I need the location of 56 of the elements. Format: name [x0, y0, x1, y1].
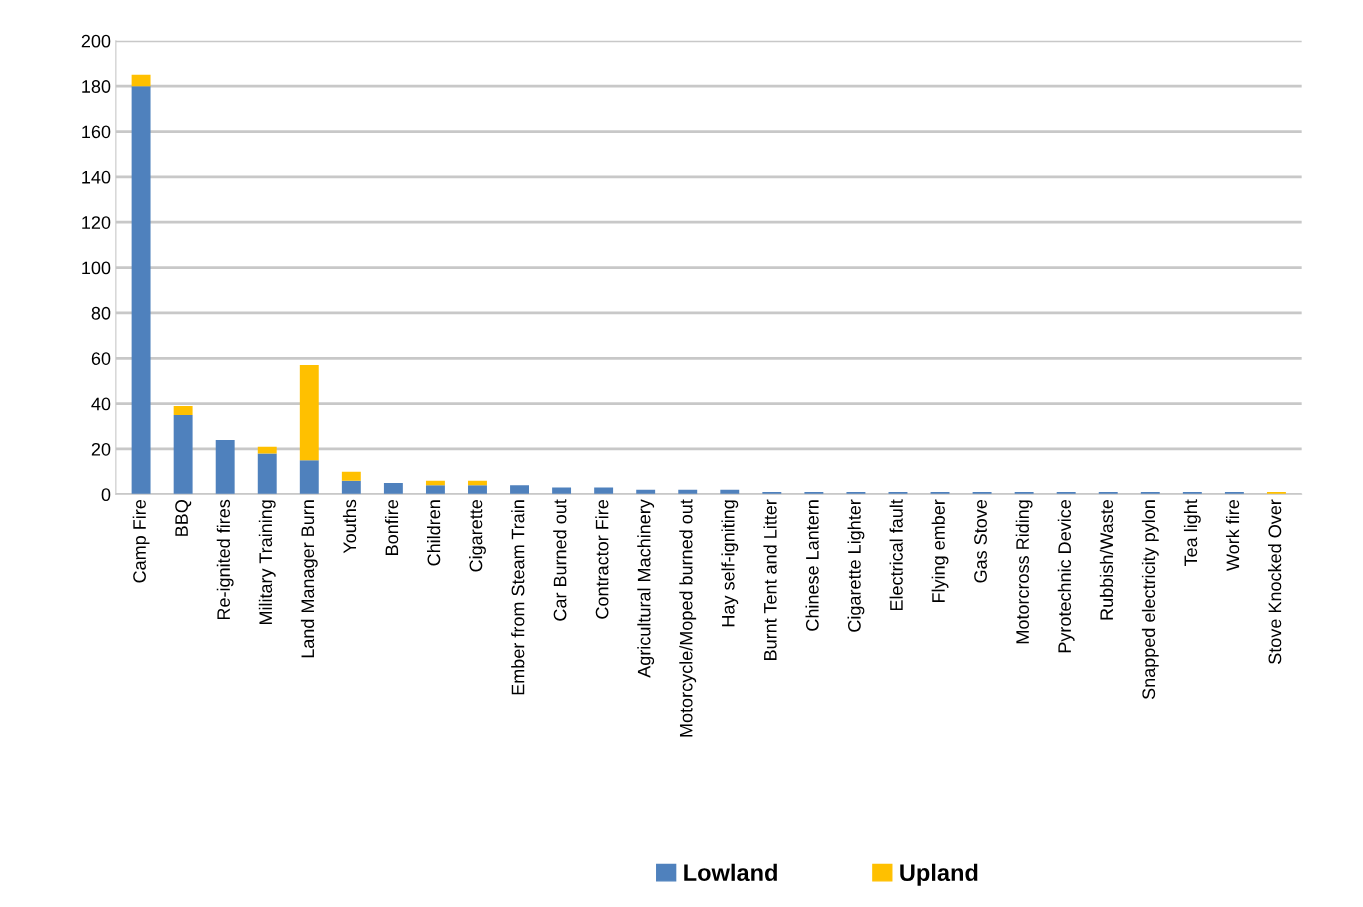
bar [383, 482, 403, 495]
bar [425, 485, 445, 495]
bar [215, 439, 235, 495]
bar [257, 446, 277, 454]
y-tick-label: 140 [82, 170, 111, 184]
x-tick-label: Stove Knocked Over [1268, 499, 1282, 664]
x-tick-label: Children [427, 500, 441, 566]
x-tick-label: Car Burned out [553, 499, 567, 621]
x-tick-label: Re-ignited fires [216, 499, 234, 620]
bar [131, 74, 151, 87]
legend-label: Lowland [684, 863, 777, 882]
x-tick-label: Agricultural Machinery [637, 499, 655, 678]
bar [173, 405, 193, 415]
x-tick-label: Land Manager Burn [300, 500, 318, 658]
bar [299, 365, 319, 461]
bar [510, 485, 529, 495]
x-tick-label: Contractor Fire [595, 499, 609, 619]
bar [257, 453, 277, 495]
y-tick-label: 100 [82, 261, 111, 275]
x-tick-label: Flying ember [931, 499, 949, 603]
x-tick-label: Cigarette [469, 499, 486, 572]
x-tick-label: Youths [342, 499, 357, 554]
x-tick-label: Military Training [258, 500, 276, 625]
x-tick-label: Burnt Tent and Litter [763, 499, 777, 660]
bar [173, 414, 193, 495]
bar [341, 471, 361, 481]
y-tick-label: 160 [82, 125, 111, 139]
x-tick-label: Hay self-igniting [721, 500, 739, 627]
x-tick-label: BBQ [175, 500, 192, 536]
x-tick-label: Bonfire [384, 499, 399, 555]
x-tick-label: Work fire [1225, 499, 1240, 571]
y-tick-label: 40 [91, 397, 111, 411]
x-tick-label: Tea light [1183, 499, 1201, 567]
x-tick-label: Camp Fire [132, 499, 150, 583]
x-tick-label: Chinese Lantern [805, 500, 819, 631]
bar [341, 480, 361, 495]
y-tick-label: 0 [101, 488, 111, 502]
x-tick-label: Snapped electricity pylon [1141, 500, 1159, 700]
bar [468, 485, 487, 495]
y-tick-label: 200 [81, 34, 111, 48]
bar [299, 460, 319, 495]
y-tick-label: 20 [91, 442, 111, 456]
y-tick-label: 180 [82, 80, 111, 93]
x-tick-label: Cigarette Lighter [847, 499, 865, 632]
x-tick-label: Rubbish/Waste [1099, 499, 1114, 620]
x-tick-label: Motorcycle/Moped burned out [679, 499, 697, 737]
y-tick-label: 80 [91, 306, 111, 320]
x-tick-label: Gas Stove [974, 499, 987, 583]
x-tick-label: Electrical fault [889, 499, 903, 611]
x-tick-label: Pyrotechnic Device [1057, 499, 1075, 653]
legend-label: Upland [900, 863, 978, 886]
x-tick-label: Ember from Steam Train [511, 500, 525, 695]
bar [131, 86, 151, 495]
y-tick-label: 120 [82, 216, 111, 229]
x-tick-label: Motorcross Riding [1015, 500, 1033, 644]
y-tick-label: 60 [91, 352, 111, 365]
